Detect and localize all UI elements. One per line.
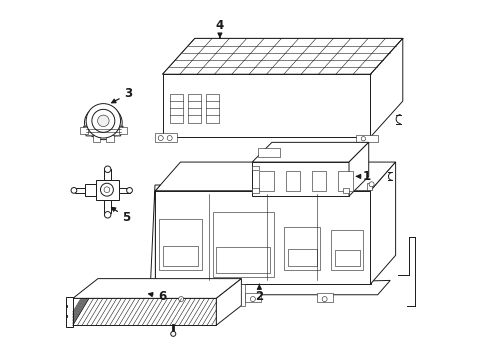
Polygon shape — [155, 162, 395, 191]
Ellipse shape — [84, 105, 122, 140]
Bar — [159, 220, 202, 270]
Bar — [205, 94, 219, 123]
Circle shape — [167, 135, 172, 140]
Circle shape — [57, 313, 63, 319]
Polygon shape — [155, 191, 370, 284]
Circle shape — [57, 303, 63, 309]
Bar — [155, 134, 177, 142]
Bar — [286, 171, 300, 191]
Bar — [252, 188, 259, 193]
Circle shape — [361, 136, 366, 141]
Bar — [331, 230, 364, 270]
Circle shape — [100, 183, 113, 196]
Circle shape — [104, 166, 111, 172]
Polygon shape — [150, 185, 160, 295]
Bar — [106, 135, 114, 142]
Circle shape — [158, 135, 163, 140]
Bar — [335, 250, 360, 266]
Bar — [213, 212, 274, 277]
Bar — [338, 171, 353, 191]
Polygon shape — [148, 280, 390, 295]
Circle shape — [171, 331, 176, 336]
Text: 4: 4 — [216, 19, 224, 38]
Polygon shape — [252, 142, 368, 162]
Polygon shape — [96, 180, 120, 200]
Bar — [252, 166, 259, 170]
Text: 5: 5 — [111, 207, 131, 224]
Circle shape — [71, 188, 77, 193]
Polygon shape — [84, 126, 123, 136]
Polygon shape — [163, 74, 370, 137]
Bar — [367, 183, 372, 190]
Polygon shape — [85, 184, 96, 196]
Bar — [285, 226, 320, 270]
Bar — [317, 293, 333, 302]
Circle shape — [104, 212, 111, 218]
Bar — [104, 169, 111, 180]
Bar — [75, 188, 85, 193]
Circle shape — [250, 297, 255, 302]
Bar — [241, 284, 245, 306]
Bar — [173, 293, 190, 302]
Polygon shape — [73, 279, 242, 298]
Bar — [258, 148, 280, 157]
Polygon shape — [252, 162, 349, 196]
Bar — [288, 249, 317, 266]
Polygon shape — [163, 39, 403, 74]
Circle shape — [86, 104, 121, 138]
Bar — [170, 94, 183, 123]
Text: 6: 6 — [148, 290, 167, 303]
Bar — [119, 127, 126, 134]
Circle shape — [179, 297, 184, 302]
Circle shape — [104, 187, 110, 193]
Polygon shape — [73, 298, 216, 325]
Text: 1: 1 — [357, 170, 371, 183]
Circle shape — [369, 182, 374, 187]
Polygon shape — [370, 39, 403, 137]
Bar — [104, 200, 111, 213]
Polygon shape — [67, 297, 73, 327]
Bar — [80, 127, 88, 134]
Circle shape — [126, 188, 132, 193]
Polygon shape — [216, 279, 242, 325]
Bar — [93, 135, 100, 142]
Text: 3: 3 — [112, 87, 132, 103]
Circle shape — [98, 115, 109, 127]
Bar — [216, 247, 270, 273]
Circle shape — [322, 297, 327, 302]
Bar — [343, 188, 349, 193]
Bar — [259, 171, 274, 191]
Bar — [245, 293, 261, 302]
Text: 2: 2 — [255, 284, 264, 303]
Bar — [356, 135, 378, 142]
Bar — [188, 94, 201, 123]
Circle shape — [92, 109, 115, 132]
Bar — [312, 171, 326, 191]
Polygon shape — [349, 142, 368, 196]
Bar — [120, 188, 129, 193]
Bar — [163, 246, 198, 266]
Polygon shape — [370, 162, 395, 284]
